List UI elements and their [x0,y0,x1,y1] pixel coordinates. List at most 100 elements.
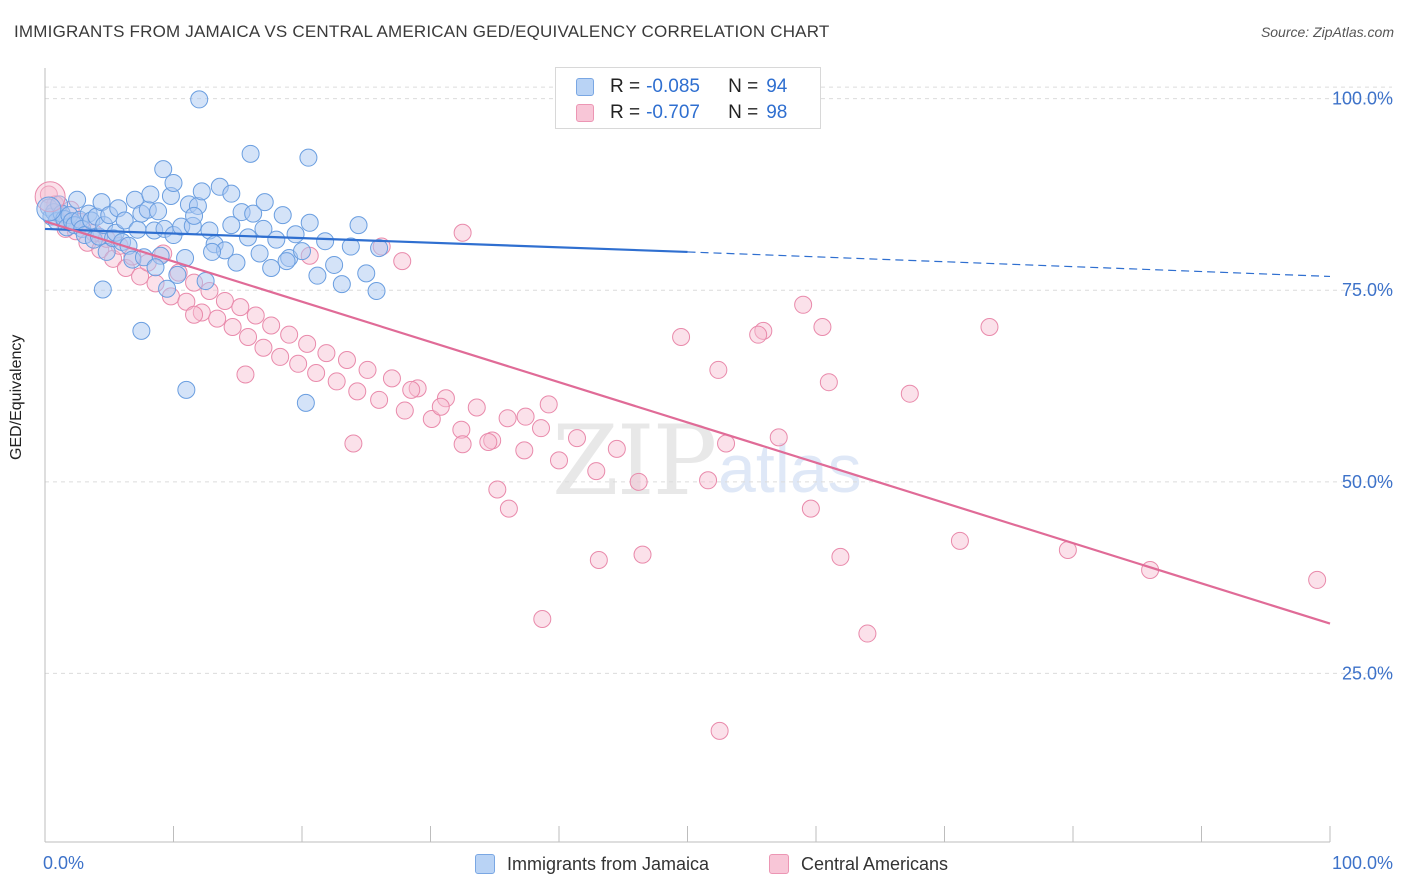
data-point-jamaica [277,252,296,271]
data-point-central-american [382,369,401,388]
data-point-jamaica [244,204,263,223]
data-point-jamaica [149,202,168,221]
correlation-legend: R = -0.085 N = 94 R = -0.707 N = 98 [555,67,821,129]
data-point-jamaica [267,230,286,249]
data-point-jamaica [325,255,344,274]
data-point-central-american [749,325,768,344]
data-point-jamaica [222,216,241,235]
trend-line-central-american [44,220,1331,625]
data-point-central-american [452,420,471,439]
data-point-central-american [280,325,299,344]
data-point-central-american [402,380,421,399]
y-tick-label: 50.0% [1342,472,1393,492]
data-point-jamaica [164,173,183,192]
data-point-central-american [271,347,290,366]
x-tick-label-min: 0.0% [43,853,84,873]
data-point-central-american [532,419,551,438]
data-point-central-american [317,344,336,363]
data-point-central-american [337,350,356,369]
legend-r-value: -0.707 [646,102,700,123]
data-point-central-american [709,360,728,379]
data-point-central-american [488,480,507,499]
data-point-central-american [813,318,832,337]
data-point-central-american [629,472,648,491]
data-point-central-american [479,432,498,451]
data-point-jamaica [273,206,292,225]
bottom-legend-label: Immigrants from Jamaica [507,853,710,874]
data-point-central-american [794,295,813,314]
data-point-central-american [607,439,626,458]
data-point-jamaica [299,148,318,167]
legend-swatch-pink [576,104,594,122]
data-point-central-american [327,372,346,391]
data-point-central-american [370,390,389,409]
data-point-central-american [422,409,441,428]
data-point-jamaica [250,244,269,263]
data-point-jamaica [128,220,147,239]
data-point-central-american [499,499,518,518]
bottom-legend-jamaica: Immigrants from Jamaica [475,852,709,876]
data-point-jamaica [300,213,319,232]
data-point-jamaica [146,258,165,277]
data-point-jamaica [367,282,386,301]
data-point-central-american [515,441,534,460]
data-point-central-american [239,327,258,346]
bottom-legend-label: Central Americans [801,853,949,874]
data-point-jamaica [141,185,160,204]
data-point-central-american [710,721,729,740]
data-point-jamaica [357,264,376,283]
data-point-central-american [453,435,472,454]
data-point-central-american [344,434,363,453]
data-point-central-american [289,354,308,373]
data-point-central-american [431,397,450,416]
bottom-legend-swatch-blue [475,854,495,874]
bottom-legend-central: Central Americans [769,852,948,876]
legend-n-value: 94 [766,76,788,97]
data-point-central-american [395,401,414,420]
legend-n-label: N = [728,102,759,123]
legend-r-label: R = [610,76,641,97]
data-point-central-american [1308,570,1327,589]
data-point-jamaica [158,279,177,298]
data-point-central-american [208,309,227,328]
data-point-jamaica [192,182,211,201]
data-point-central-american [453,223,472,242]
data-point-central-american [246,306,265,325]
y-tick-label: 100.0% [1332,89,1393,109]
data-point-central-american [533,609,552,628]
data-point-central-american [819,373,838,392]
data-point-jamaica [115,211,134,230]
data-point-central-american [589,550,608,569]
data-point-central-american [436,389,455,408]
data-point-central-american [467,398,486,417]
data-point-jamaica [176,249,195,268]
data-point-jamaica [349,216,368,235]
data-point-jamaica [196,272,215,291]
data-point-central-american [567,429,586,448]
data-point-jamaica [332,275,351,294]
source-label: Source: ZipAtlas.com [1260,24,1394,40]
data-point-central-american [358,360,377,379]
data-point-central-american [393,252,412,271]
data-point-central-american [801,499,820,518]
data-point-jamaica [316,232,335,251]
data-point-jamaica [222,184,241,203]
data-point-central-american [672,327,691,346]
data-point-jamaica [241,144,260,163]
data-point-jamaica [370,239,389,258]
data-point-jamaica [293,242,311,261]
data-point-central-american [348,382,367,401]
data-point-central-american [858,624,877,643]
data-point-central-american [254,338,273,357]
data-point-jamaica [308,266,327,285]
data-point-central-american [980,318,999,337]
data-point-central-american [769,428,788,447]
data-point-jamaica [255,193,274,212]
y-tick-label: 25.0% [1342,663,1393,683]
data-point-central-american [550,451,568,470]
y-axis-label: GED/Equivalency [8,334,25,460]
bottom-legend-swatch-pink [769,854,789,874]
data-point-central-american [831,547,850,566]
data-point-central-american [236,365,255,384]
data-point-central-american [539,395,558,414]
